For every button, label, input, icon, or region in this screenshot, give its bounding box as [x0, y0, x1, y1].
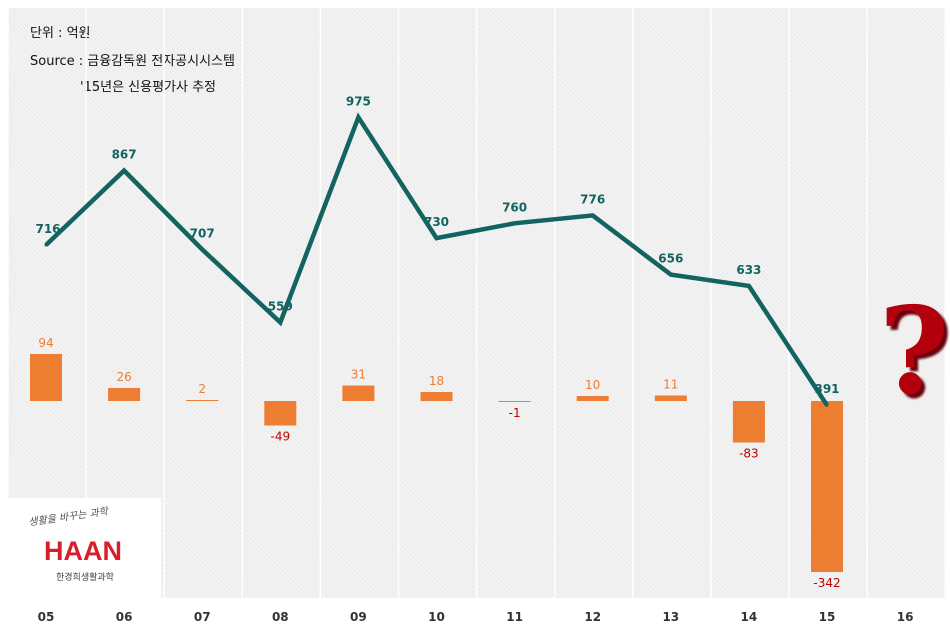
x-tick-label: 15	[819, 610, 836, 624]
line-data-label: 760	[502, 200, 527, 214]
logo-slogan: 생활을 바꾸는 과학	[27, 506, 109, 529]
x-tick-label: 14	[741, 610, 758, 624]
x-tick-label: 12	[584, 610, 601, 624]
x-tick-label: 11	[506, 610, 523, 624]
bar-data-label: 10	[585, 378, 600, 392]
bar	[342, 385, 375, 401]
bar-data-label: 94	[38, 336, 53, 350]
line-data-label: 707	[190, 226, 215, 240]
line-point	[825, 403, 829, 407]
line-point	[44, 243, 48, 247]
line-point	[513, 221, 517, 225]
x-tick-label: 07	[194, 610, 211, 624]
bar-data-label: 11	[663, 378, 678, 392]
line-data-label: 776	[580, 192, 605, 206]
line-point	[747, 284, 751, 288]
haan-logo: 생활을 바꾸는 과학 HAAN 한경희생활과학	[8, 498, 161, 598]
x-tick-label: 09	[350, 610, 367, 624]
bar	[420, 392, 453, 401]
bar	[654, 395, 687, 401]
bar	[186, 400, 219, 401]
line-point	[435, 236, 438, 240]
bar	[576, 396, 609, 401]
bar-data-label: -342	[813, 576, 840, 590]
bar-data-label: 31	[351, 368, 366, 382]
bar-data-label: 18	[429, 374, 444, 388]
x-tick-label: 13	[662, 610, 679, 624]
line-point	[200, 247, 204, 251]
line-point	[356, 115, 360, 119]
x-tick-label: 10	[428, 610, 445, 624]
estimate-note: '15년은 신용평가사 추정	[80, 80, 217, 95]
logo-brand: HAAN	[44, 536, 122, 566]
bar-data-label: -1	[509, 406, 521, 420]
line-data-label: 656	[658, 252, 683, 266]
line-point	[122, 169, 126, 173]
bar-data-label: 2	[198, 382, 206, 396]
line-point	[278, 320, 282, 324]
line-point	[669, 273, 673, 277]
bar-data-label: -49	[270, 430, 290, 444]
bar	[30, 354, 62, 401]
bar	[498, 401, 531, 402]
line-data-label: 633	[736, 263, 761, 277]
x-tick-label: 06	[116, 610, 133, 624]
x-tick-label: 08	[272, 610, 289, 624]
line-data-label: 391	[814, 382, 839, 396]
line-series	[44, 112, 829, 407]
source-note: Source : 금융감독원 전자공시시스템	[30, 54, 235, 69]
bar-data-label: 26	[116, 370, 131, 384]
bar	[811, 401, 843, 572]
x-tick-label: 05	[38, 610, 55, 624]
line-data-label: 975	[346, 94, 371, 108]
line-data-label: 559	[268, 299, 293, 313]
x-tick-label: 16	[897, 610, 914, 624]
bar	[108, 388, 141, 401]
logo-sub: 한경희생활과학	[56, 573, 114, 583]
bar	[732, 401, 765, 443]
line-data-label: 716	[35, 222, 60, 236]
bar	[264, 401, 297, 426]
line-point	[591, 213, 595, 217]
unit-note: 단위 : 억원	[30, 26, 91, 41]
line-data-label: 730	[424, 215, 449, 229]
bar-data-label: -83	[739, 447, 759, 461]
line-data-label: 867	[112, 148, 137, 162]
question-mark-icon: ?	[879, 281, 949, 422]
